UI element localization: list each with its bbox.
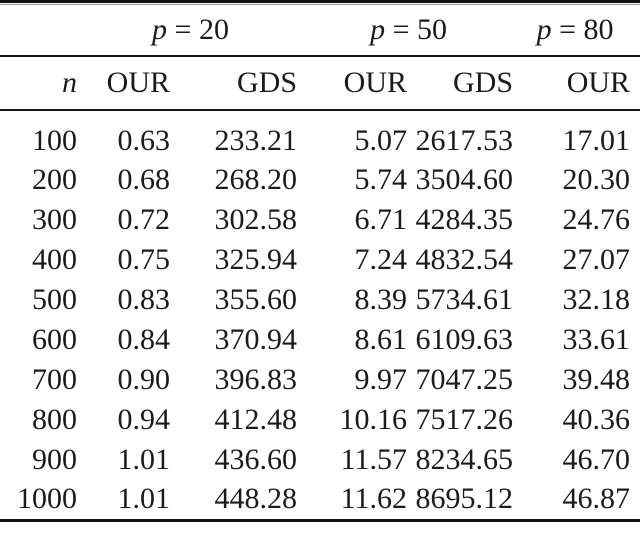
cell-value: 233.21 — [214, 123, 298, 157]
cell-value: 4832.54 — [415, 243, 514, 276]
cell-value: 0.68 — [117, 163, 171, 196]
cell-value: 5734.61 — [415, 283, 514, 316]
table-row: 700 0.90 396.83 9.97 7047.25 39.48 — [0, 360, 640, 400]
table-row: 800 0.94 412.48 10.16 7517.26 40.36 — [0, 400, 640, 440]
cell-value: 8.39 — [354, 283, 408, 316]
cell-value: 46.87 — [562, 482, 631, 516]
col-header-gds-2: GDS — [414, 56, 521, 111]
cell-n: 900 — [32, 443, 77, 476]
cell-value: 325.94 — [214, 243, 298, 276]
cell-n: 100 — [32, 123, 77, 157]
cell-value: 33.61 — [562, 323, 631, 356]
cell-value: 0.94 — [117, 403, 171, 436]
cell-n: 600 — [32, 323, 77, 356]
group-op: = — [392, 13, 410, 46]
table-row: 500 0.83 355.60 8.39 5734.61 32.18 — [0, 280, 640, 320]
cell-value: 10.16 — [339, 403, 408, 436]
cell-value: 302.58 — [214, 203, 298, 236]
group-value: 80 — [583, 13, 614, 46]
cell-value: 40.36 — [562, 403, 631, 436]
cell-value: 20.30 — [562, 163, 631, 196]
cell-value: 0.63 — [117, 123, 171, 157]
cell-n: 800 — [32, 403, 77, 436]
group-value: 50 — [416, 13, 447, 46]
table-row: 600 0.84 370.94 8.61 6109.63 33.61 — [0, 320, 640, 360]
results-table: p = 20 p = 50 p = 80 n OU — [0, 5, 640, 522]
col-header-our-3: OUR — [520, 56, 640, 111]
table-row: 900 1.01 436.60 11.57 8234.65 46.70 — [0, 440, 640, 480]
table-row: 300 0.72 302.58 6.71 4284.35 24.76 — [0, 200, 640, 240]
corner-spacer — [0, 5, 84, 57]
cell-value: 8.61 — [354, 323, 408, 356]
cell-value: 355.60 — [214, 283, 298, 316]
cell-n: 400 — [32, 243, 77, 276]
cell-value: 24.76 — [562, 203, 631, 236]
cell-n: 700 — [32, 363, 77, 396]
cell-value: 8695.12 — [415, 482, 514, 516]
table-row: 400 0.75 325.94 7.24 4832.54 27.07 — [0, 240, 640, 280]
cell-value: 32.18 — [562, 283, 631, 316]
cell-value: 9.97 — [354, 363, 408, 396]
cell-value: 0.72 — [117, 203, 171, 236]
cell-n: 500 — [32, 283, 77, 316]
cell-value: 370.94 — [214, 323, 298, 356]
top-rule — [0, 0, 640, 3]
cell-value: 2617.53 — [415, 123, 514, 157]
cell-value: 17.01 — [562, 123, 631, 157]
col-header-n: n — [0, 56, 84, 111]
cell-value: 268.20 — [214, 163, 298, 196]
group-header-p80: p = 80 — [520, 5, 640, 57]
cell-n: 200 — [32, 163, 77, 196]
table-body: 100 0.63 233.21 5.07 2617.53 17.01 200 0.68 268.… — [0, 110, 640, 520]
cell-n: 1000 — [17, 482, 77, 516]
cell-n: 300 — [32, 203, 77, 236]
group-op: = — [174, 13, 192, 46]
column-header-row: n OUR GDS OUR GDS OUR — [0, 56, 640, 111]
paper-table-figure: p = 20 p = 50 p = 80 n OU — [0, 0, 640, 522]
cell-value: 448.28 — [214, 482, 298, 516]
cell-value: 3504.60 — [415, 163, 514, 196]
top-rule-shadow — [0, 4, 640, 5]
cell-value: 11.62 — [340, 482, 408, 516]
col-header-our-1: OUR — [84, 56, 177, 111]
cell-value: 8234.65 — [415, 443, 514, 476]
cell-value: 1.01 — [117, 443, 171, 476]
cell-value: 0.90 — [117, 363, 171, 396]
group-op: = — [559, 13, 576, 46]
cell-value: 436.60 — [214, 443, 298, 476]
col-header-gds-1: GDS — [177, 56, 305, 111]
cell-value: 11.57 — [340, 443, 408, 476]
cell-value: 5.07 — [354, 123, 408, 157]
group-header-row: p = 20 p = 50 p = 80 — [0, 5, 640, 57]
cell-value: 7517.26 — [415, 403, 514, 436]
col-header-our-2: OUR — [304, 56, 415, 111]
group-var: p — [536, 13, 552, 46]
cell-value: 7047.25 — [415, 363, 514, 396]
cell-value: 412.48 — [214, 403, 298, 436]
cell-value: 46.70 — [562, 443, 631, 476]
cell-value: 0.75 — [117, 243, 171, 276]
cell-value: 6109.63 — [415, 323, 514, 356]
cell-value: 4284.35 — [415, 203, 514, 236]
cell-value: 6.71 — [354, 203, 408, 236]
cell-value: 5.74 — [354, 163, 408, 196]
group-header-p50: p = 50 — [304, 5, 521, 57]
cell-value: 0.83 — [117, 283, 171, 316]
table-row: 1000 1.01 448.28 11.62 8695.12 46.87 — [0, 480, 640, 520]
cell-value: 27.07 — [562, 243, 631, 276]
group-var: p — [370, 13, 386, 46]
cell-value: 1.01 — [117, 482, 171, 516]
group-value: 20 — [198, 13, 229, 46]
cell-value: 0.84 — [117, 323, 171, 356]
cell-value: 396.83 — [214, 363, 298, 396]
cell-value: 7.24 — [354, 243, 408, 276]
table-row: 200 0.68 268.20 5.74 3504.60 20.30 — [0, 160, 640, 200]
group-header-p20: p = 20 — [84, 5, 305, 57]
cell-value: 39.48 — [562, 363, 631, 396]
group-var: p — [152, 13, 168, 46]
table-row: 100 0.63 233.21 5.07 2617.53 17.01 — [0, 110, 640, 160]
